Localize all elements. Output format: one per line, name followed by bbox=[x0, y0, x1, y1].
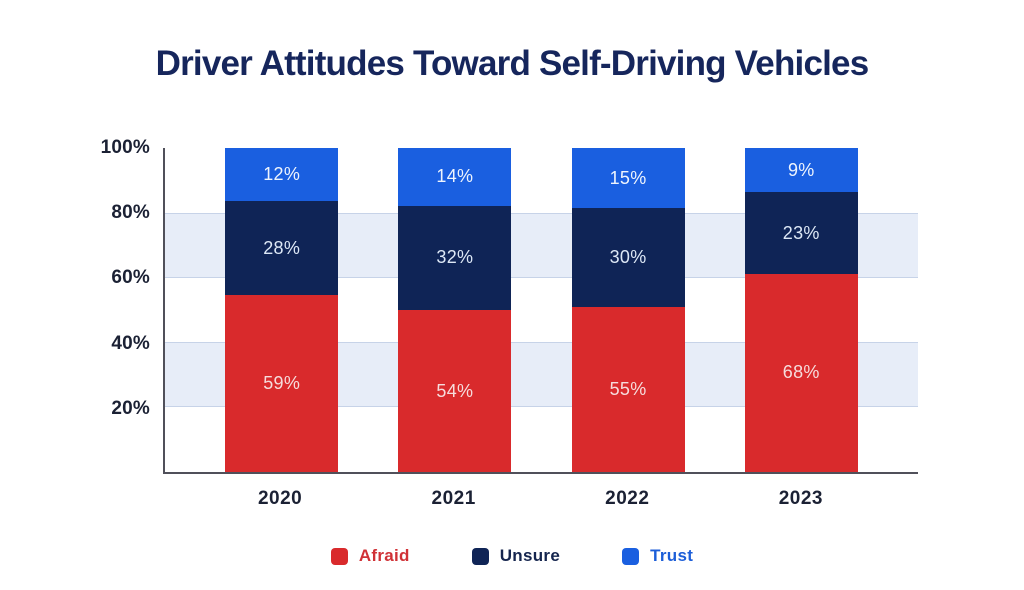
bar-segment-unsure: 28% bbox=[225, 200, 339, 296]
bar-segment-trust: 15% bbox=[571, 148, 685, 209]
bars-layer: 59% 28% 12% 54% 32% 14% 55% 30% 15% 68% 23% 9% bbox=[165, 148, 918, 472]
bar-segment-unsure: 23% bbox=[744, 192, 858, 274]
legend-label: Afraid bbox=[358, 546, 410, 565]
bar-column-2023: 68% 23% 9% bbox=[744, 148, 858, 472]
segment-value-label: 28% bbox=[263, 237, 301, 258]
bar-segment-unsure: 30% bbox=[571, 208, 685, 308]
segment-value-label: 15% bbox=[609, 167, 647, 188]
x-axis-label-2023: 2023 bbox=[778, 488, 824, 509]
y-axis-label: 60% bbox=[111, 267, 150, 289]
y-axis-label: 40% bbox=[111, 332, 150, 354]
legend-label: Unsure bbox=[499, 546, 561, 565]
legend-swatch-icon bbox=[471, 547, 489, 565]
bar-segment-unsure: 32% bbox=[398, 205, 512, 311]
bar-column-2020: 59% 28% 12% bbox=[225, 148, 339, 472]
segment-value-label: 68% bbox=[782, 362, 820, 383]
legend-swatch-icon bbox=[622, 547, 640, 565]
x-axis-label-2021: 2021 bbox=[431, 488, 476, 509]
bar-segment-afraid: 54% bbox=[398, 310, 512, 472]
segment-value-label: 55% bbox=[609, 379, 647, 400]
segment-value-label: 54% bbox=[436, 380, 474, 401]
bar-column-2022: 55% 30% 15% bbox=[571, 148, 685, 472]
legend: Afraid Unsure Trust bbox=[0, 546, 1024, 566]
bar-segment-trust: 14% bbox=[398, 148, 512, 206]
chart-title: Driver Attitudes Toward Self-Driving Veh… bbox=[155, 44, 870, 83]
segment-value-label: 9% bbox=[787, 159, 815, 180]
bar-segment-trust: 9% bbox=[744, 148, 858, 193]
segment-value-label: 59% bbox=[263, 373, 301, 394]
y-axis-label: 80% bbox=[111, 202, 150, 224]
bar-segment-trust: 12% bbox=[225, 148, 339, 201]
x-axis-label-2020: 2020 bbox=[257, 488, 303, 509]
y-axis-label: 20% bbox=[111, 397, 150, 419]
x-axis-label-2022: 2022 bbox=[605, 488, 650, 509]
plot-area: 59% 28% 12% 54% 32% 14% 55% 30% 15% 68% 23% 9% bbox=[163, 148, 918, 474]
legend-item-trust: Trust bbox=[622, 546, 693, 566]
bar-column-2021: 54% 32% 14% bbox=[398, 148, 512, 472]
segment-value-label: 32% bbox=[436, 247, 474, 268]
x-axis-labels: 2020 2021 2022 2023 bbox=[163, 488, 918, 510]
legend-swatch-icon bbox=[330, 547, 348, 565]
bar-segment-afraid: 59% bbox=[225, 295, 339, 472]
legend-item-afraid: Afraid bbox=[330, 546, 410, 566]
segment-value-label: 12% bbox=[263, 163, 301, 184]
bar-segment-afraid: 55% bbox=[571, 307, 685, 472]
segment-value-label: 30% bbox=[609, 247, 647, 268]
legend-label: Trust bbox=[650, 546, 694, 565]
y-axis-labels: 100% 80% 60% 40% 20% bbox=[60, 137, 150, 474]
legend-item-unsure: Unsure bbox=[471, 546, 561, 566]
segment-value-label: 23% bbox=[782, 222, 820, 243]
segment-value-label: 14% bbox=[436, 166, 474, 187]
bar-segment-afraid: 68% bbox=[744, 273, 858, 472]
y-axis-label: 100% bbox=[100, 137, 150, 158]
